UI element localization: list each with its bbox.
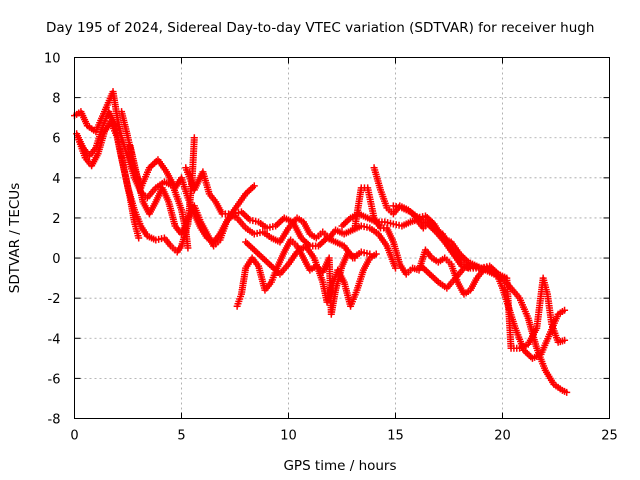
data-point bbox=[250, 182, 258, 190]
data-point bbox=[563, 388, 571, 396]
series-pass-6 bbox=[182, 164, 399, 272]
axis-ticks: 0 5 10 15 20 25 -8 -6 -4 -2 0 2 4 6 8 10 bbox=[44, 52, 618, 444]
x-tick-label: 0 bbox=[70, 429, 78, 444]
y-tick-label: 0 bbox=[52, 252, 60, 267]
data-point bbox=[351, 254, 359, 262]
y-tick-label: -6 bbox=[48, 372, 61, 387]
plot-area bbox=[74, 57, 610, 419]
data-point bbox=[464, 264, 472, 272]
data-point bbox=[135, 234, 143, 242]
series-pass-3 bbox=[75, 118, 143, 242]
series-pass-13 bbox=[338, 210, 472, 272]
series-pass-9 bbox=[351, 184, 487, 298]
x-tick-label: 20 bbox=[494, 429, 511, 444]
x-tick-label: 25 bbox=[601, 429, 618, 444]
data-point bbox=[372, 250, 380, 258]
data-marks bbox=[71, 88, 571, 396]
series-pass-8 bbox=[242, 238, 380, 310]
y-tick-label: -2 bbox=[48, 292, 61, 307]
x-tick-label: 5 bbox=[177, 429, 185, 444]
y-tick-label: 10 bbox=[44, 52, 61, 67]
data-point bbox=[190, 134, 198, 142]
x-tick-label: 10 bbox=[280, 429, 297, 444]
y-tick-label: 6 bbox=[52, 132, 60, 147]
series-pass-1 bbox=[71, 88, 192, 252]
data-point bbox=[184, 244, 192, 252]
series-pass-12 bbox=[417, 262, 569, 352]
y-tick-label: -4 bbox=[48, 332, 61, 347]
x-axis-label: GPS time / hours bbox=[283, 458, 396, 474]
y-tick-label: 8 bbox=[52, 92, 60, 107]
data-point bbox=[561, 306, 569, 314]
data-point bbox=[561, 336, 569, 344]
y-tick-label: 2 bbox=[52, 212, 60, 227]
x-tick-label: 15 bbox=[387, 429, 404, 444]
y-tick-label: -8 bbox=[48, 413, 61, 428]
data-point bbox=[392, 264, 399, 272]
chart-title: Day 195 of 2024, Sidereal Day-to-day VTE… bbox=[46, 20, 594, 36]
y-axis-label: SDTVAR / TECUs bbox=[7, 183, 23, 293]
y-tick-label: 4 bbox=[52, 172, 60, 187]
